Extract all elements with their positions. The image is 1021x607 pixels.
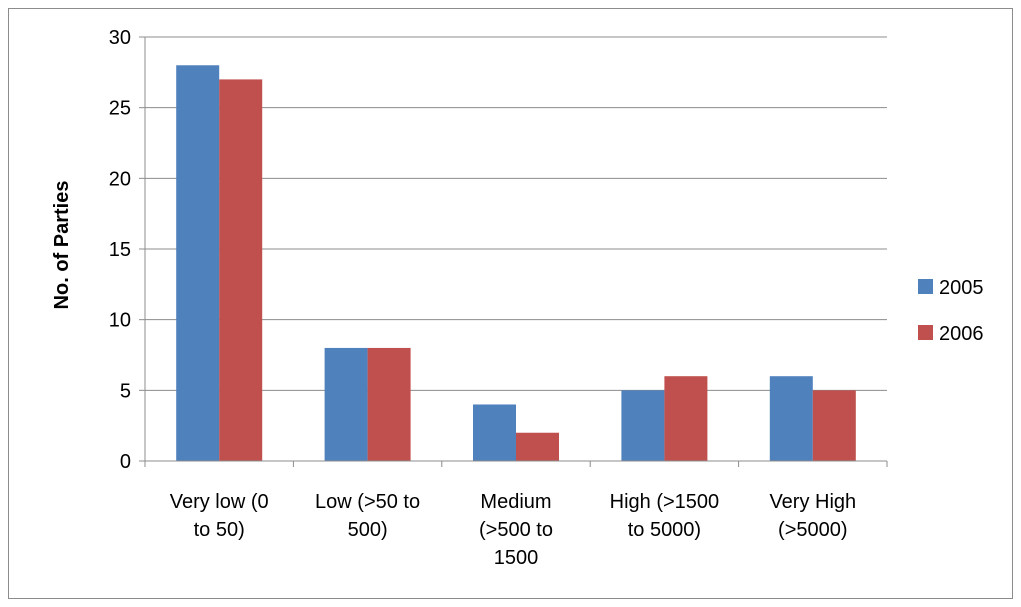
- y-tick-label: 15: [109, 239, 131, 261]
- y-axis-title: No. of Parties: [51, 181, 73, 310]
- legend: 2005 2006: [918, 277, 984, 345]
- bar-2005: [621, 390, 665, 461]
- bar-2005: [176, 65, 220, 462]
- y-tick-label: 25: [109, 98, 131, 120]
- bar-2006: [219, 79, 263, 462]
- bar-2006: [367, 347, 411, 461]
- y-tick-label: 20: [109, 168, 131, 190]
- y-tick-label: 5: [120, 380, 131, 402]
- bar-2005: [769, 376, 813, 461]
- gridlines: [145, 36, 887, 391]
- chart-frame: [8, 8, 1013, 599]
- x-tick-label: Low (>50 to 500): [315, 491, 420, 541]
- x-tick-label: Very High (>5000): [769, 491, 856, 541]
- bar-2005: [324, 347, 368, 461]
- bar-2006: [812, 390, 856, 461]
- legend-label: 2005: [939, 277, 984, 299]
- legend-swatch-2006: [918, 325, 933, 340]
- x-tick-label: Very low (0 to 50): [170, 491, 269, 541]
- bar-2006: [664, 376, 708, 461]
- y-tick-label: 10: [109, 310, 131, 332]
- legend-label: 2006: [939, 323, 984, 345]
- axes: 0 5 10 15 20 25 30 Very low (0 to 50) Low (>50 to…: [109, 27, 888, 569]
- bars: [176, 65, 856, 462]
- x-tick-label: Medium (>500 to 1500: [479, 491, 553, 569]
- y-tick-label: 0: [120, 451, 131, 473]
- bar-2005: [473, 404, 516, 461]
- y-tick-label: 30: [109, 27, 131, 49]
- bar-2006: [516, 432, 559, 461]
- legend-swatch-2005: [918, 279, 933, 294]
- x-tick-label: High (>1500 to 5000): [610, 491, 720, 541]
